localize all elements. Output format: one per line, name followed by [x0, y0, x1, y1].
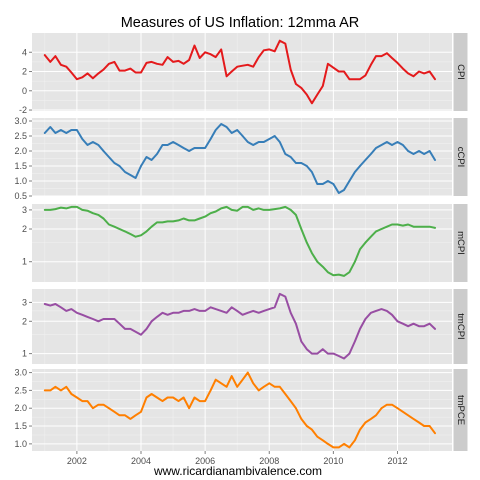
x-tick-label: 2010: [323, 456, 343, 466]
facet-strip: [453, 33, 468, 111]
y-tick-label: 1.0: [14, 439, 27, 449]
y-tick-label: 1: [22, 349, 27, 359]
y-tick-label: 2.5: [14, 385, 27, 395]
chart-title: Measures of US Inflation: 12mma AR: [121, 15, 360, 31]
y-tick-label: 1.5: [14, 421, 27, 431]
series-line-ccpi: [43, 123, 436, 194]
y-tick-label: 3.0: [14, 368, 27, 378]
y-tick-label: -2: [19, 105, 27, 115]
panel-background: [32, 118, 452, 196]
chart-caption: www.ricardianambivalence.com: [153, 464, 322, 478]
facet-panel-cpi: -2 0 2 4 CPI: [19, 33, 468, 115]
series-line-tmpce: [43, 371, 436, 449]
y-tick-label: 4: [22, 47, 27, 57]
y-tick-label: 0: [22, 86, 27, 96]
facet-strip: [453, 289, 468, 364]
y-tick-label: 2.0: [14, 146, 27, 156]
y-tick-label: 2.0: [14, 403, 27, 413]
y-tick-label: 1.5: [14, 161, 27, 171]
y-tick-label: 2: [22, 224, 27, 234]
facet-strip: [453, 204, 468, 282]
y-tick-label: 3: [22, 297, 27, 307]
y-tick-label: 2: [22, 316, 27, 326]
y-tick-label: 3.0: [14, 116, 27, 126]
x-tick-label: 2012: [387, 456, 407, 466]
y-tick-label: 1: [22, 257, 27, 267]
series-line-tmcpi: [43, 292, 436, 360]
facet-panels: -2 0 2 4 CPI 0.5 1.0 1.5 2.0 2.5 3.0 cCPI 1 2 3 mCPI 1 2 3…: [14, 33, 468, 451]
series-line-mcpi: [43, 205, 436, 277]
facet-strip-label: tmPCE: [455, 395, 466, 425]
x-tick-label: 2002: [67, 456, 87, 466]
panel-background: [32, 369, 452, 451]
facet-strip-label: cCPI: [455, 147, 466, 168]
facet-panel-ccpi: 0.5 1.0 1.5 2.0 2.5 3.0 cCPI: [14, 116, 468, 201]
x-tick-label: 2004: [131, 456, 151, 466]
panel-background: [32, 289, 452, 364]
facet-strip-label: CPI: [455, 64, 466, 80]
facet-strip: [453, 369, 468, 451]
facet-strip: [453, 118, 468, 196]
x-tick-label: 2006: [195, 456, 215, 466]
y-tick-label: 0.5: [14, 191, 27, 201]
x-axis: 2002 2004 2006 2008 2010 2012: [67, 451, 408, 466]
panel-background: [32, 204, 452, 282]
x-tick-label: 2008: [259, 456, 279, 466]
facet-panel-tmcpi: 1 2 3 tmCPI: [22, 289, 468, 364]
y-tick-label: 3: [22, 205, 27, 215]
y-tick-label: 1.0: [14, 176, 27, 186]
series-line-cpi: [43, 39, 436, 105]
facet-strip-label: tmCPI: [455, 313, 466, 339]
facet-panel-mcpi: 1 2 3 mCPI: [22, 204, 468, 282]
facet-panel-tmpce: 1.0 1.5 2.0 2.5 3.0 tmPCE: [14, 368, 468, 451]
y-tick-label: 2: [22, 67, 27, 77]
y-tick-label: 2.5: [14, 131, 27, 141]
facet-strip-label: mCPI: [455, 231, 466, 255]
